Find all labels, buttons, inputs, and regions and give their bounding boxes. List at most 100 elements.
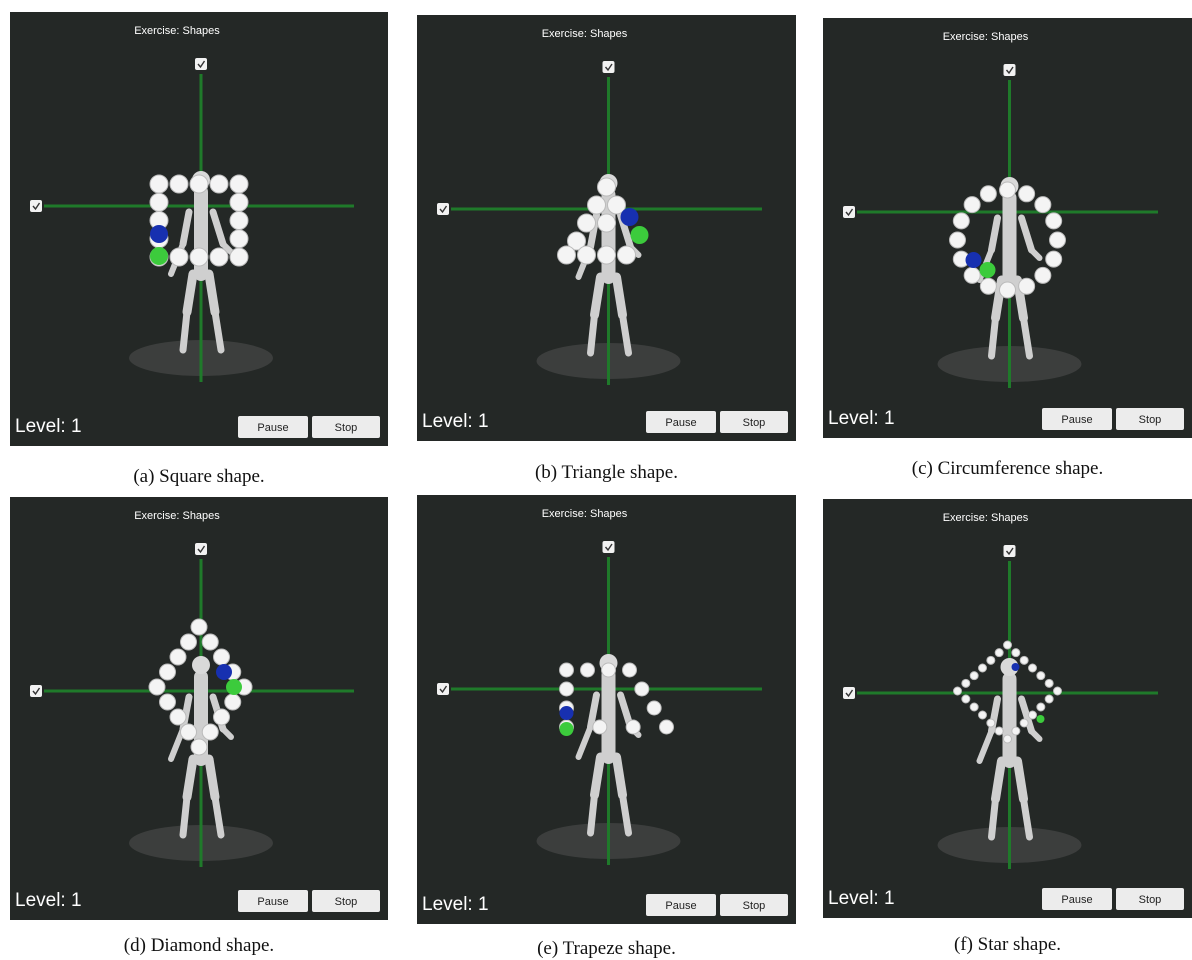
target-ball (149, 174, 169, 194)
checkbox[interactable] (437, 203, 449, 215)
caption: (a) Square shape. (133, 466, 264, 487)
target-ball (979, 185, 997, 203)
target-ball (617, 245, 636, 265)
pause-label: Pause (1061, 414, 1092, 426)
target-ball (1049, 231, 1066, 249)
target-ball (597, 213, 616, 233)
checkmark (845, 208, 854, 217)
app-window: Exercise: Shapes Level: 1 Pause Stop (10, 497, 388, 920)
target-ball (949, 231, 966, 249)
caption: (c) Circumference shape. (912, 458, 1103, 479)
target-ball (994, 648, 1004, 658)
hand-marker-green (1036, 715, 1045, 723)
target-ball (1028, 663, 1037, 673)
hand-marker-blue (216, 664, 232, 680)
target-ball (1028, 710, 1037, 720)
checkbox[interactable] (195, 543, 207, 555)
stop-button[interactable] (720, 411, 788, 433)
exercise-title: Exercise: Shapes (542, 28, 628, 40)
target-ball (169, 708, 187, 726)
target-ball (1003, 734, 1012, 744)
avatar-limb (211, 308, 225, 354)
target-ball (190, 618, 208, 636)
target-ball (229, 174, 249, 194)
avatar-limb (204, 754, 220, 802)
checkmark (197, 60, 206, 69)
stop-label: Stop (743, 900, 766, 912)
checkbox[interactable] (30, 685, 42, 697)
pause-button[interactable] (646, 411, 716, 433)
avatar-limb (976, 728, 995, 764)
hand-marker-green (979, 262, 996, 278)
target-ball (969, 702, 979, 712)
avatar-limb (590, 272, 605, 320)
target-ball (1044, 694, 1054, 704)
target-ball (969, 671, 979, 681)
target-ball (1045, 250, 1063, 268)
pause-button[interactable] (238, 416, 308, 438)
target-ball (607, 195, 626, 215)
checkbox[interactable] (1003, 545, 1016, 557)
exercise-title: Exercise: Shapes (134, 510, 220, 522)
target-ball (1053, 686, 1062, 696)
avatar-limb (1028, 247, 1043, 261)
target-ball (597, 245, 616, 265)
checkbox[interactable] (30, 200, 42, 212)
pause-button[interactable] (1042, 888, 1112, 910)
avatar-head (192, 656, 210, 674)
pause-button[interactable] (1042, 408, 1112, 430)
avatar-limb (612, 272, 627, 320)
target-ball (159, 693, 176, 711)
checkbox[interactable] (843, 206, 855, 218)
checkbox[interactable] (602, 61, 615, 73)
target-ball (189, 247, 209, 267)
hand-marker-blue (620, 208, 639, 226)
exercise-title: Exercise: Shapes (134, 25, 220, 37)
target-ball (1011, 648, 1021, 658)
target-ball (1045, 212, 1063, 230)
avatar-limb (1020, 795, 1033, 841)
level-label: Level: 1 (422, 894, 489, 915)
app-window: Exercise: Shapes Level: 1 Pause Stop (823, 18, 1192, 438)
caption: (e) Trapeze shape. (537, 938, 676, 959)
checkbox[interactable] (1003, 64, 1016, 76)
checkmark (197, 545, 206, 554)
stop-button[interactable] (312, 416, 380, 438)
checkmark (604, 63, 613, 72)
pause-label: Pause (665, 417, 696, 429)
exercise-title: Exercise: Shapes (943, 512, 1029, 524)
avatar-limb (587, 691, 600, 731)
target-ball (961, 678, 971, 688)
avatar-limb (182, 754, 198, 802)
target-ball (953, 686, 962, 696)
checkbox[interactable] (437, 683, 449, 695)
target-ball (149, 192, 169, 212)
target-ball (1034, 196, 1052, 214)
checkbox[interactable] (602, 541, 615, 553)
stop-button[interactable] (1116, 408, 1184, 430)
caption: (f) Star shape. (954, 934, 1061, 955)
avatar-limb (179, 208, 193, 248)
checkmark (439, 205, 448, 214)
level-label: Level: 1 (828, 888, 895, 909)
stop-button[interactable] (312, 890, 380, 912)
pause-button[interactable] (238, 890, 308, 912)
stop-button[interactable] (1116, 888, 1184, 910)
avatar-limb (988, 795, 999, 841)
target-ball (659, 719, 674, 735)
checkmark (1005, 547, 1014, 556)
avatar-limb (211, 793, 225, 839)
checkbox[interactable] (195, 58, 207, 70)
pause-label: Pause (665, 900, 696, 912)
checkbox[interactable] (843, 687, 855, 699)
stop-button[interactable] (720, 894, 788, 916)
target-ball (999, 181, 1016, 199)
checkmark (32, 202, 41, 211)
checkmark (845, 689, 854, 698)
pause-button[interactable] (646, 894, 716, 916)
target-ball (229, 247, 249, 267)
avatar-limb (1028, 728, 1043, 742)
target-ball (587, 195, 606, 215)
avatar-limb (179, 693, 193, 733)
